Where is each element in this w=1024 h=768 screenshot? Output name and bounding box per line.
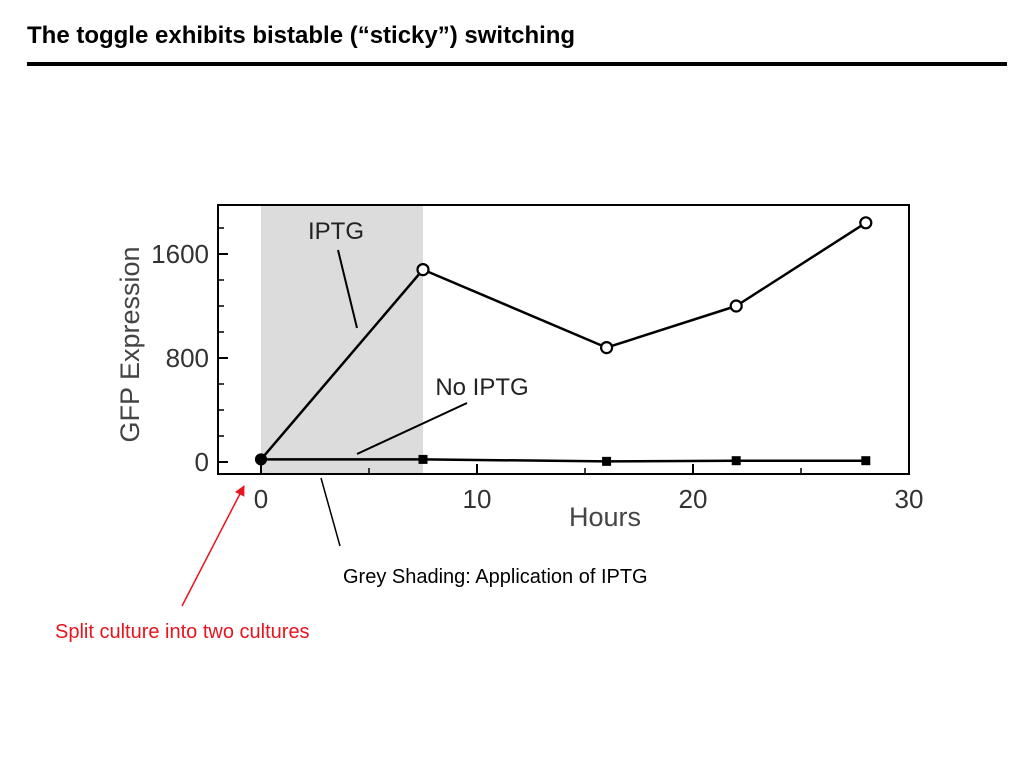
plot-frame	[217, 204, 910, 475]
x-tick-label: 10	[463, 484, 492, 514]
y-tick-label: 1600	[151, 239, 209, 269]
iptg-leader-line	[337, 249, 358, 329]
split-culture-note: Split culture into two cultures	[55, 621, 310, 643]
no-iptg-point-marker	[418, 454, 428, 464]
iptg-point-marker	[729, 299, 743, 313]
title-underline	[27, 62, 1007, 66]
slide-title: The toggle exhibits bistable (“sticky”) …	[27, 22, 576, 49]
y-tick-label: 800	[166, 343, 209, 373]
x-tick-label: 0	[254, 484, 268, 514]
no-iptg-point-marker	[861, 456, 871, 466]
no-iptg-point-marker	[602, 456, 612, 466]
no-iptg-leader-line	[356, 402, 468, 455]
y-tick-label: 0	[195, 447, 209, 477]
x-axis-title: Hours	[569, 502, 641, 532]
start-point-marker	[255, 453, 267, 466]
shading-pointer-line	[320, 477, 341, 547]
no-iptg-point-marker	[731, 456, 741, 466]
x-tick-label: 30	[895, 484, 924, 514]
iptg-shaded-region	[261, 206, 423, 473]
shading-caption: Grey Shading: Application of IPTG	[343, 566, 648, 588]
x-tick-label: 20	[679, 484, 708, 514]
series-label-iptg: IPTG	[308, 218, 364, 245]
series-label-no-iptg: No IPTG	[435, 374, 528, 401]
y-axis-title: GFP Expression	[115, 246, 145, 442]
iptg-point-marker	[859, 216, 873, 230]
iptg-point-marker	[416, 263, 430, 277]
iptg-point-marker	[599, 341, 614, 355]
split-arrow	[181, 485, 245, 607]
